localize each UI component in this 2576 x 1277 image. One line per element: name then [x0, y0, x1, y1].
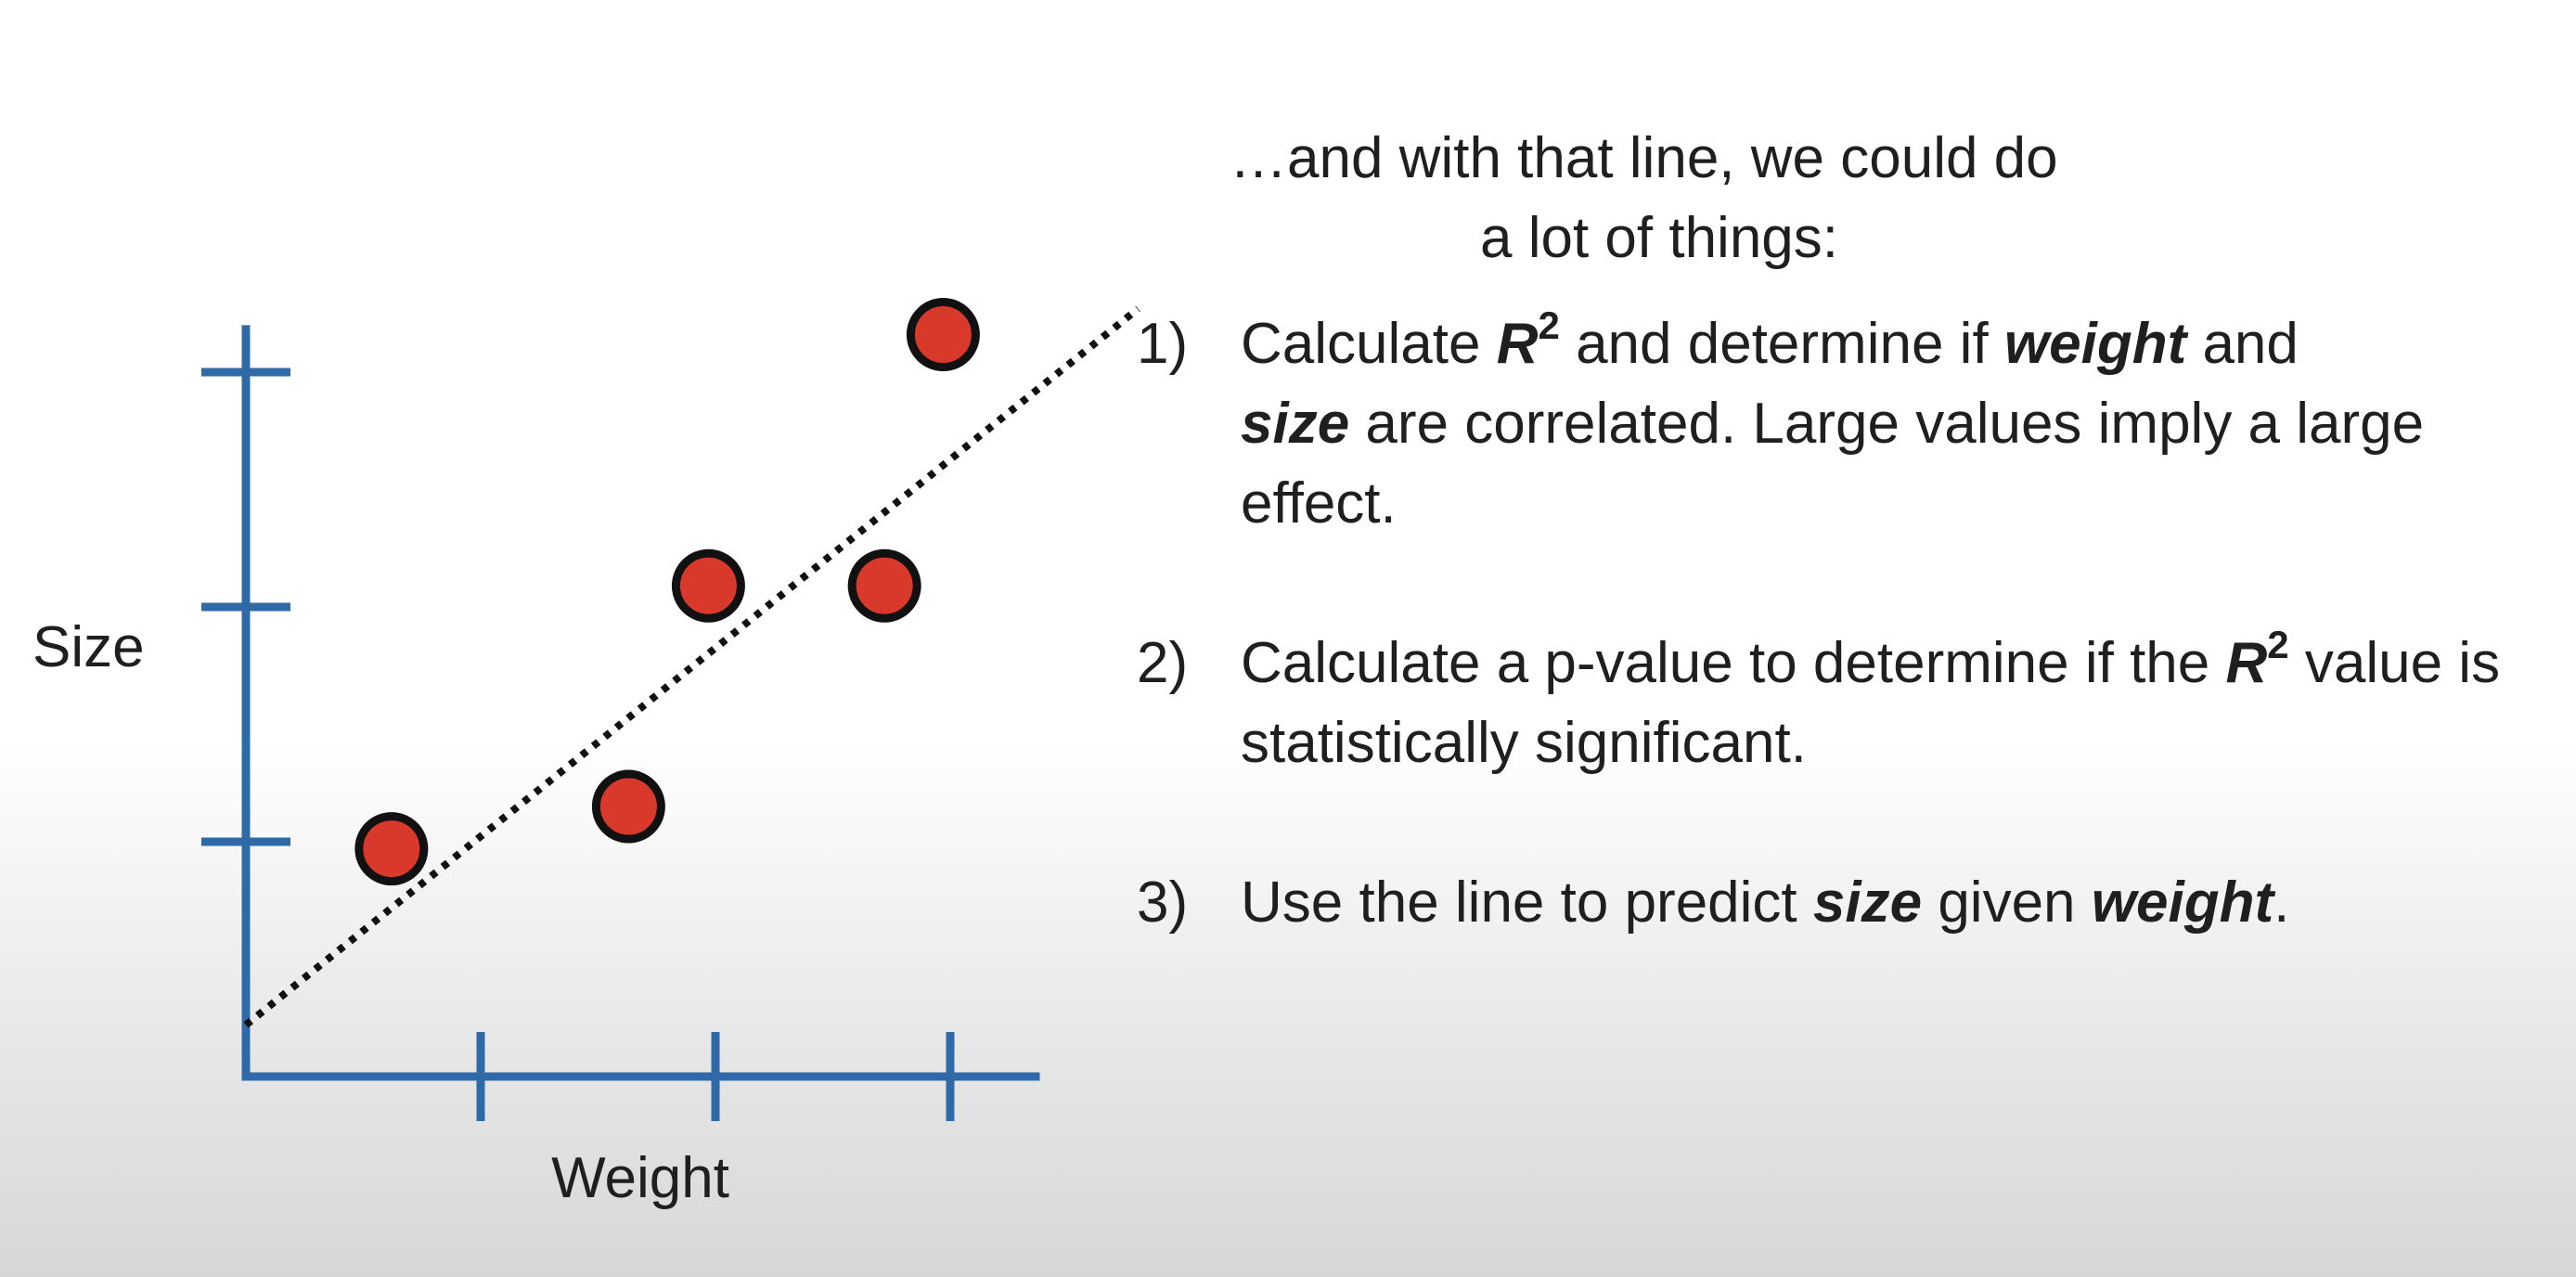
data-point-5: [906, 298, 980, 372]
item-text: given: [1922, 871, 2092, 935]
intro-text: …and with that line, we could do a lot o…: [1137, 119, 2529, 278]
list-number: 2): [1137, 631, 1189, 695]
superscript: 2: [2267, 623, 2289, 667]
item-text: .: [2273, 871, 2290, 935]
item-text: and: [2186, 312, 2299, 376]
y-axis-label: Size: [32, 615, 145, 679]
list-number: 1): [1137, 312, 1189, 376]
data-point-1: [354, 812, 429, 886]
r-squared-symbol: R: [2225, 631, 2268, 695]
emphasis-size: size: [1241, 392, 1350, 456]
superscript: 2: [1538, 303, 1560, 348]
item-text: value is statistically significant.: [1241, 631, 2501, 775]
data-point-2: [591, 769, 665, 844]
list-number: 3): [1137, 871, 1189, 935]
fit-line-group: [243, 305, 1140, 1028]
text-panel: …and with that line, we could do a lot o…: [1137, 119, 2547, 943]
fit-line: [243, 305, 1140, 1028]
intro-line-2: a lot of things:: [1480, 206, 1839, 270]
emphasis-size: size: [1812, 871, 1923, 935]
list-item-2: 2) Calculate a p-value to determine if th…: [1137, 624, 2547, 783]
x-axis-label: Weight: [551, 1146, 729, 1210]
emphasis-weight: weight: [2091, 871, 2274, 935]
list-item-3: 3) Use the line to predict size given wei…: [1137, 863, 2547, 943]
scatter-chart: Size Weight: [32, 298, 1140, 1210]
data-point-3: [671, 548, 745, 623]
data-points: [354, 298, 980, 886]
data-point-4: [847, 548, 921, 623]
item-text: Calculate a p-value to determine if the: [1241, 631, 2226, 695]
item-text: and determine if: [1559, 312, 2004, 376]
list-item-1: 1) Calculate R2 and determine if weight a…: [1137, 304, 2547, 544]
item-text: Calculate: [1241, 312, 1497, 376]
chart-axes: [201, 325, 1040, 1121]
r-squared-symbol: R: [1496, 312, 1539, 376]
emphasis-weight: weight: [2003, 312, 2187, 376]
item-text: are correlated. Large values imply a lar…: [1241, 392, 2425, 535]
item-text: Use the line to predict: [1241, 871, 1813, 935]
intro-line-1: …and with that line, we could do: [1230, 126, 2058, 190]
